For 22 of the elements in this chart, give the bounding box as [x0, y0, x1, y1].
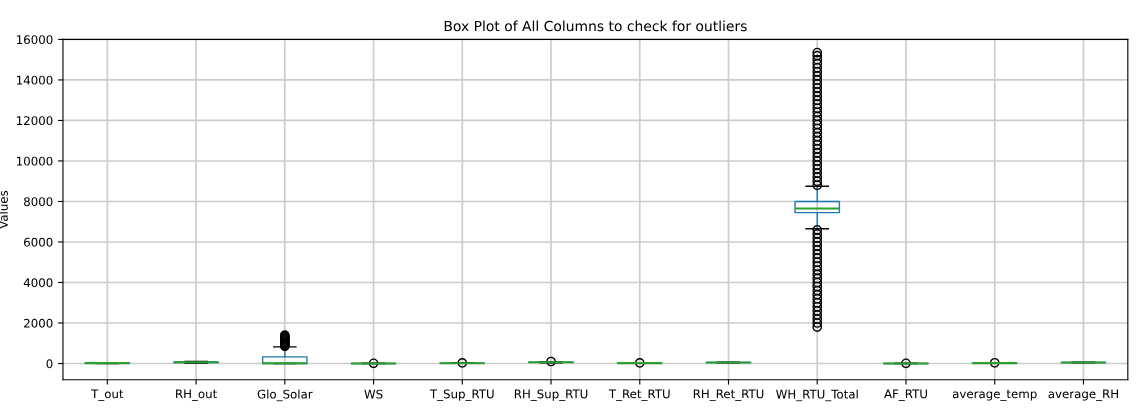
x-tick-label: T_Ret_RTU	[608, 389, 670, 401]
y-tick-label: 12000	[16, 116, 53, 126]
y-tick-label: 10000	[16, 156, 53, 166]
x-tick-label: AF_RTU	[884, 389, 927, 401]
x-tick-label: Glo_Solar	[257, 389, 313, 402]
x-tick-label: RH_Ret_RTU	[693, 389, 764, 401]
x-tick-label: WH_RTU_Total	[776, 389, 858, 402]
x-tick-label: T_Sup_RTU	[429, 389, 494, 401]
x-tick-label: RH_out	[176, 389, 217, 401]
y-tick-label: 6000	[24, 237, 53, 247]
y-tick-label: 4000	[23, 278, 53, 288]
x-tick-label: average_temp	[952, 389, 1037, 401]
x-tick-label: RH_Sup_RTU	[514, 389, 588, 401]
y-tick-label: 2000	[24, 318, 53, 328]
y-tick-label: 16000	[16, 35, 53, 45]
x-tick-label: average_RH	[1048, 389, 1118, 401]
x-tick-label: T_out	[91, 389, 124, 401]
chart-title: Box Plot of All Columns to check for outliers	[444, 20, 747, 32]
y-tick-label: 0	[46, 359, 53, 369]
y-tick-label: 8000	[24, 197, 53, 207]
x-tick-label: WS	[364, 389, 383, 399]
y-tick-label: 14000	[16, 75, 53, 85]
